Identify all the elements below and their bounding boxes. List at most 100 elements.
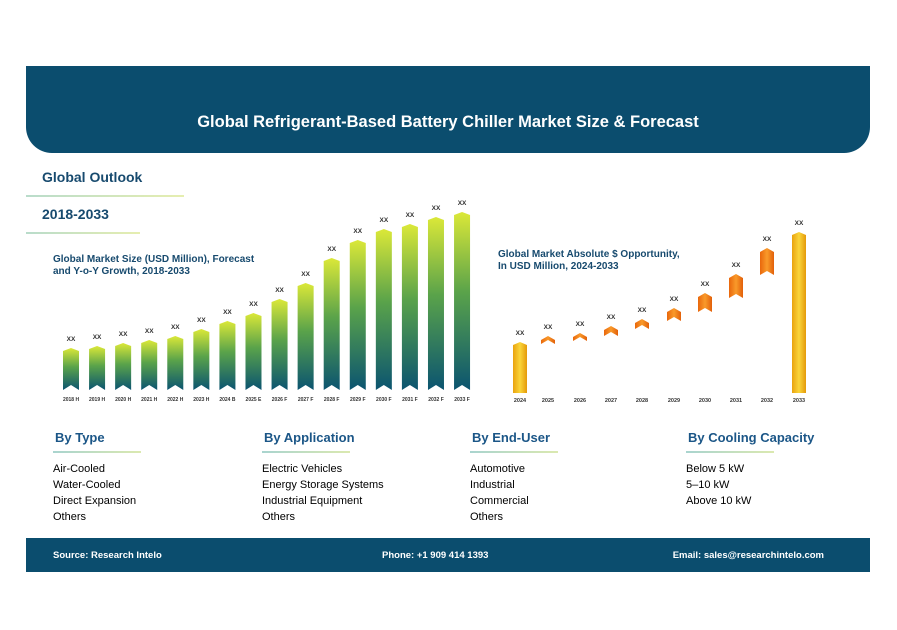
segment-item: Water-Cooled bbox=[53, 479, 121, 491]
segment-by-cooling-capacity: By Cooling Capacity Below 5 kW 5–10 kW Abo… bbox=[686, 430, 886, 509]
x-tick-label: 2028 F bbox=[324, 397, 340, 403]
x-tick-label: 2021 H bbox=[141, 397, 158, 403]
x-tick-label: 2025 bbox=[542, 398, 554, 404]
segment-by-application: By Application Electric Vehicles Energy S… bbox=[262, 430, 462, 525]
market-size-bar bbox=[167, 336, 184, 390]
segment-item: Others bbox=[470, 511, 504, 523]
opportunity-increment-bar bbox=[760, 248, 774, 275]
x-tick-label: 2018 H bbox=[63, 397, 80, 403]
segment-item: Automotive bbox=[470, 463, 526, 475]
x-tick-label: 2023 H bbox=[193, 397, 210, 403]
market-size-bar bbox=[89, 346, 106, 390]
x-tick-label: 2027 bbox=[605, 398, 617, 404]
bar-data-label: XX bbox=[275, 287, 284, 294]
opportunity-increment-bar bbox=[541, 336, 555, 344]
bar-data-label: XX bbox=[223, 309, 232, 316]
bar-data-label: XX bbox=[67, 336, 76, 343]
bar-data-label: XX bbox=[197, 317, 206, 324]
x-tick-label: 2032 bbox=[761, 398, 773, 404]
bar-data-label: XX bbox=[406, 212, 415, 219]
segment-item: Commercial bbox=[470, 495, 529, 507]
bar-data-label: XX bbox=[145, 328, 154, 335]
market-size-bar bbox=[401, 224, 418, 390]
opportunity-bar bbox=[792, 232, 806, 393]
bar-data-label: XX bbox=[544, 324, 553, 331]
segment-title: By Type bbox=[55, 430, 105, 445]
market-size-bar bbox=[193, 329, 210, 390]
segment-item: Electric Vehicles bbox=[262, 463, 343, 475]
bar-data-label: XX bbox=[795, 220, 804, 227]
bar-data-label: XX bbox=[380, 217, 389, 224]
page-title: Global Refrigerant-Based Battery Chiller… bbox=[197, 113, 699, 131]
divider bbox=[262, 451, 350, 453]
segment-by-type: By Type Air-Cooled Water-Cooled Direct Exp… bbox=[53, 430, 253, 525]
divider bbox=[53, 451, 141, 453]
x-tick-label: 2019 H bbox=[89, 397, 106, 403]
market-size-bar bbox=[115, 343, 132, 390]
x-tick-label: 2031 F bbox=[402, 397, 418, 403]
market-size-bar bbox=[141, 340, 158, 390]
segment-item: Direct Expansion bbox=[53, 495, 137, 507]
footer-source: Source: Research Intelo bbox=[53, 550, 162, 561]
bar-data-label: XX bbox=[301, 271, 310, 278]
market-size-bar bbox=[271, 299, 288, 390]
market-size-bar bbox=[427, 217, 444, 390]
market-size-bar bbox=[349, 240, 366, 390]
x-tick-label: 2024 B bbox=[219, 397, 236, 403]
market-size-bar bbox=[323, 258, 340, 390]
opportunity-increment-bar bbox=[604, 326, 618, 336]
segment-item: Others bbox=[262, 511, 296, 523]
segment-item: Below 5 kW bbox=[686, 463, 745, 475]
bar-data-label: XX bbox=[249, 301, 258, 308]
x-tick-label: 2030 bbox=[699, 398, 711, 404]
segment-title: By End-User bbox=[472, 430, 551, 445]
x-tick-label: 2020 H bbox=[115, 397, 132, 403]
x-tick-label: 2028 bbox=[636, 398, 648, 404]
market-size-bar bbox=[219, 321, 236, 390]
x-tick-label: 2027 F bbox=[298, 397, 314, 403]
market-size-bar bbox=[375, 229, 392, 390]
bar-data-label: XX bbox=[432, 205, 441, 212]
x-tick-label: 2022 H bbox=[167, 397, 184, 403]
market-size-bar bbox=[297, 283, 314, 390]
segment-item: Industrial bbox=[470, 479, 515, 491]
bar-data-label: XX bbox=[670, 296, 679, 303]
x-tick-label: 2033 F bbox=[454, 397, 470, 403]
divider bbox=[470, 451, 558, 453]
opportunity-chart-title: Global Market Absolute $ Opportunity, In… bbox=[498, 249, 680, 272]
bar-data-label: XX bbox=[607, 314, 616, 321]
segment-item: Above 10 kW bbox=[686, 495, 752, 507]
x-tick-label: 2025 E bbox=[246, 397, 263, 403]
footer: Source: Research Intelo Phone: +1 909 41… bbox=[26, 538, 870, 572]
segment-title: By Cooling Capacity bbox=[688, 430, 815, 445]
global-outlook-heading: Global Outlook bbox=[42, 169, 143, 185]
opportunity-increment-bar bbox=[729, 274, 743, 298]
x-tick-label: 2029 bbox=[668, 398, 680, 404]
market-size-bar bbox=[454, 212, 471, 390]
market-size-chart-title: Global Market Size (USD Million), Foreca… bbox=[53, 254, 255, 277]
opportunity-increment-bar bbox=[698, 293, 712, 312]
divider bbox=[686, 451, 774, 453]
bar-data-label: XX bbox=[732, 262, 741, 269]
bar-data-label: XX bbox=[353, 228, 362, 235]
bar-data-label: XX bbox=[93, 334, 102, 341]
x-tick-label: 2031 bbox=[730, 398, 742, 404]
segment-item: Others bbox=[53, 511, 87, 523]
market-size-bar bbox=[245, 313, 262, 390]
segment-by-end-user: By End-User Automotive Industrial Commerci… bbox=[470, 430, 670, 525]
bar-data-label: XX bbox=[638, 307, 647, 314]
x-tick-label: 2026 F bbox=[272, 397, 288, 403]
opportunity-bar bbox=[513, 342, 527, 393]
x-tick-label: 2026 bbox=[574, 398, 586, 404]
bar-data-label: XX bbox=[576, 321, 585, 328]
opportunity-increment-bar bbox=[573, 333, 587, 341]
bar-data-label: XX bbox=[763, 236, 772, 243]
segment-item: 5–10 kW bbox=[686, 479, 730, 491]
segment-item: Industrial Equipment bbox=[262, 495, 363, 507]
bar-data-label: XX bbox=[458, 200, 467, 207]
market-size-bar bbox=[63, 348, 79, 390]
bar-data-label: XX bbox=[701, 281, 710, 288]
opportunity-increment-bar bbox=[635, 319, 649, 329]
x-tick-label: 2033 bbox=[793, 398, 805, 404]
bar-data-label: XX bbox=[516, 330, 525, 337]
